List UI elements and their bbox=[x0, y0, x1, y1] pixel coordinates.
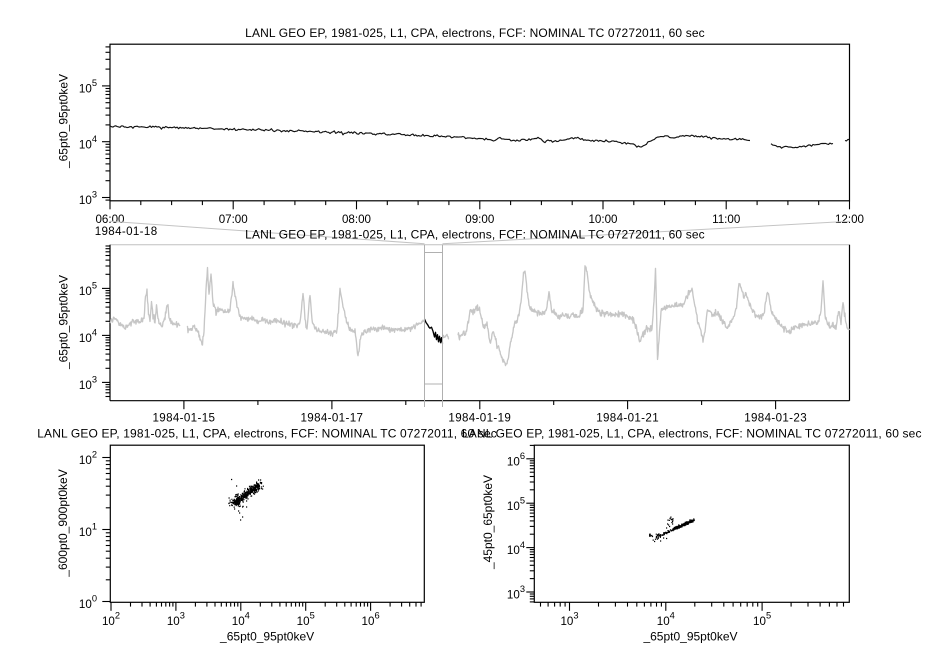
svg-text:11:00: 11:00 bbox=[712, 213, 740, 226]
svg-text:_600pt0_900pt0keV: _600pt0_900pt0keV bbox=[56, 469, 70, 577]
svg-text:09:00: 09:00 bbox=[465, 213, 494, 226]
svg-text:LANL GEO EP, 1981-025, L1, CPA: LANL GEO EP, 1981-025, L1, CPA, electron… bbox=[462, 426, 922, 440]
svg-text:1984-01-23: 1984-01-23 bbox=[744, 411, 807, 424]
svg-text:1984-01-17: 1984-01-17 bbox=[300, 411, 363, 424]
svg-text:_65pt0_95pt0keV: _65pt0_95pt0keV bbox=[57, 275, 71, 370]
svg-text:LANL GEO EP, 1981-025, L1, CPA: LANL GEO EP, 1981-025, L1, CPA, electron… bbox=[37, 426, 497, 440]
svg-text:_65pt0_95pt0keV: _65pt0_95pt0keV bbox=[57, 74, 71, 169]
svg-text:_65pt0_95pt0keV: _65pt0_95pt0keV bbox=[219, 630, 314, 644]
svg-text:_45pt0_65pt0keV: _45pt0_65pt0keV bbox=[481, 475, 495, 570]
svg-text:06:00: 06:00 bbox=[95, 213, 124, 226]
svg-text:LANL GEO EP, 1981-025, L1, CPA: LANL GEO EP, 1981-025, L1, CPA, electron… bbox=[245, 228, 705, 242]
svg-text:1984-01-15: 1984-01-15 bbox=[152, 411, 215, 424]
svg-text:07:00: 07:00 bbox=[219, 213, 248, 226]
svg-text:10:00: 10:00 bbox=[588, 213, 617, 226]
svg-text:1984-01-21: 1984-01-21 bbox=[596, 411, 659, 424]
svg-text:_65pt0_95pt0keV: _65pt0_95pt0keV bbox=[642, 630, 737, 644]
svg-text:08:00: 08:00 bbox=[342, 213, 371, 226]
svg-text:1984-01-19: 1984-01-19 bbox=[448, 411, 511, 424]
svg-text:1984-01-18: 1984-01-18 bbox=[95, 225, 158, 238]
svg-text:LANL GEO EP, 1981-025, L1, CPA: LANL GEO EP, 1981-025, L1, CPA, electron… bbox=[245, 26, 705, 40]
svg-text:12:00: 12:00 bbox=[835, 213, 864, 226]
